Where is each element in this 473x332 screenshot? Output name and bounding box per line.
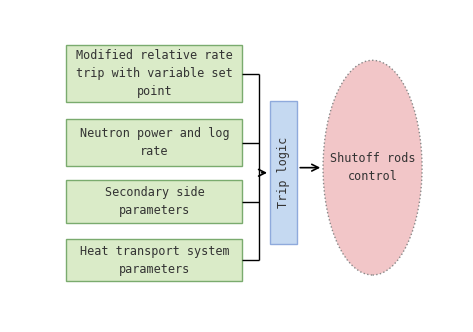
Text: Modified relative rate
trip with variable set
point: Modified relative rate trip with variabl…: [76, 49, 233, 98]
Text: Secondary side
parameters: Secondary side parameters: [105, 186, 204, 217]
FancyBboxPatch shape: [66, 181, 242, 223]
Ellipse shape: [323, 60, 422, 275]
FancyBboxPatch shape: [66, 45, 242, 103]
FancyBboxPatch shape: [270, 101, 298, 244]
Text: Trip logic: Trip logic: [277, 137, 290, 208]
FancyBboxPatch shape: [66, 119, 242, 166]
Text: Shutoff rods
control: Shutoff rods control: [330, 152, 415, 183]
Text: Heat transport system
parameters: Heat transport system parameters: [79, 245, 229, 276]
Text: Neutron power and log
rate: Neutron power and log rate: [79, 127, 229, 158]
FancyBboxPatch shape: [66, 239, 242, 282]
